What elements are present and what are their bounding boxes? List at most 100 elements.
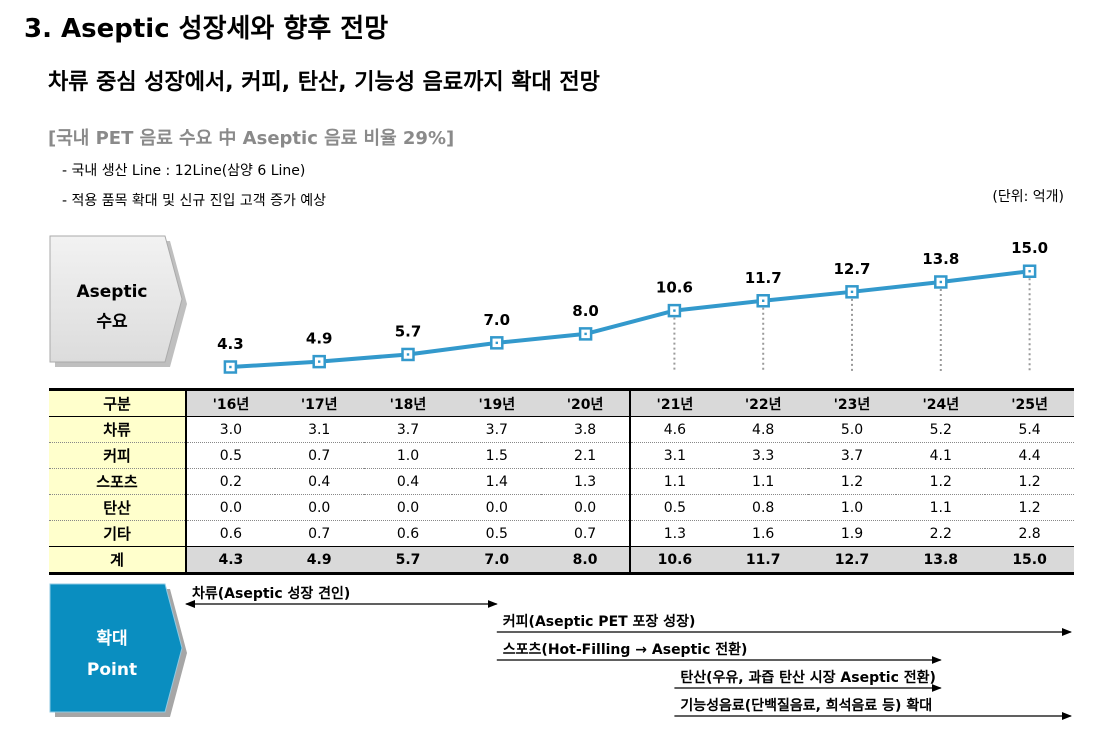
- table-cell: 5.2: [896, 416, 986, 443]
- note-expansion-forecast: - 적용 품목 확대 및 신규 진입 고객 증가 예상: [62, 193, 327, 209]
- table-cell: 3.7: [363, 416, 453, 443]
- table-cell: 4.9: [274, 546, 364, 575]
- demand-value-label: 4.9: [306, 330, 333, 348]
- table-cell: 4.6: [629, 416, 719, 443]
- row-label: 탄산: [49, 494, 187, 521]
- row-label: 스포츠: [49, 468, 187, 495]
- table-row: 커피 0.5 0.7 1.0 1.5 2.1 3.1 3.3 3.7 4.1 4.4: [49, 442, 1074, 469]
- row-label: 기타: [49, 520, 187, 547]
- expand-label-line1: 확대: [96, 629, 127, 649]
- expand-label-box: [49, 583, 183, 713]
- table-cell: 3.1: [274, 416, 364, 443]
- table-cell: 0.4: [274, 468, 364, 495]
- table-cell: 0.5: [186, 442, 275, 469]
- column-header: '16년: [186, 388, 275, 417]
- table-cell: 0.4: [363, 468, 453, 495]
- demand-point-dot: [229, 365, 232, 369]
- expansion-label: 기능성음료(단백질음료, 희석음료 등) 확대: [680, 697, 932, 714]
- demand-table: 구분 '16년 '17년 '18년 '19년 '20년 '21년 '22년 '23년 '24년 '2…: [49, 388, 1074, 575]
- expansion-label: 차류(Aseptic 성장 견인): [192, 585, 350, 602]
- table-cell: 0.0: [452, 494, 542, 521]
- unit-label: (단위: 억개): [992, 189, 1064, 205]
- table-cell: 2.8: [985, 520, 1074, 547]
- note-production-lines: - 국내 생산 Line : 12Line(삼양 6 Line): [62, 163, 306, 179]
- table-header-row: 구분 '16년 '17년 '18년 '19년 '20년 '21년 '22년 '23년 '24년 '2…: [49, 388, 1074, 417]
- table-cell: 0.7: [541, 520, 631, 547]
- aseptic-demand-chart: Aseptic 수요 4.3 4.9 5.7 7.0 8.0 10.6 11.7 12.7 13…: [49, 235, 1048, 374]
- table-cell: 0.0: [274, 494, 364, 521]
- table-cell: 3.1: [629, 442, 719, 469]
- table-cell: 1.6: [718, 520, 808, 547]
- demand-value-label: 13.8: [922, 250, 959, 268]
- demand-point-dot: [406, 353, 410, 356]
- column-header: '20년: [541, 388, 631, 417]
- demand-label-line2: 수요: [96, 312, 128, 332]
- table-cell: 0.0: [186, 494, 275, 521]
- table-row: 차류 3.0 3.1 3.7 3.7 3.8 4.6 4.8 5.0 5.2 5.4: [49, 416, 1074, 443]
- demand-value-label: 10.6: [656, 279, 693, 297]
- table-cell: 4.1: [896, 442, 986, 469]
- demand-value-label: 5.7: [395, 322, 422, 340]
- table-cell: 3.8: [541, 416, 631, 443]
- row-label: 차류: [49, 416, 187, 443]
- demand-value-label: 12.7: [833, 260, 870, 278]
- table-cell: 1.2: [896, 468, 986, 495]
- expand-label-line2: Point: [87, 660, 137, 680]
- table-cell: 4.8: [718, 416, 808, 443]
- table-cell: 0.6: [186, 520, 275, 547]
- table-cell: 1.9: [807, 520, 897, 547]
- demand-point-dot: [673, 309, 676, 312]
- column-header: '22년: [718, 388, 808, 417]
- table-cell: 1.4: [452, 468, 542, 495]
- demand-value-label: 7.0: [484, 311, 511, 329]
- page-title: 3. Aseptic 성장세와 향후 전망: [24, 14, 389, 44]
- table-cell: 3.7: [807, 442, 897, 469]
- table-cell: 15.0: [985, 546, 1074, 575]
- row-label: 구분: [49, 388, 187, 417]
- table-cell: 0.8: [718, 494, 808, 521]
- expansion-chart: 확대 Point 차류(Aseptic 성장 견인) 커피(Aseptic PET…: [49, 583, 1072, 720]
- table-cell: 2.1: [541, 442, 631, 469]
- column-header: '19년: [452, 388, 542, 417]
- demand-value-label: 15.0: [1011, 239, 1048, 257]
- table-cell: 1.0: [807, 494, 897, 521]
- expansion-label: 탄산(우유, 과즙 탄산 시장 Aseptic 전환): [680, 669, 936, 686]
- demand-point-dot: [1028, 270, 1031, 273]
- table-row: 탄산 0.0 0.0 0.0 0.0 0.0 0.5 0.8 1.0 1.1 1.2: [49, 494, 1074, 521]
- table-cell: 1.2: [985, 494, 1074, 521]
- column-header: '21년: [629, 388, 719, 417]
- table-cell: 13.8: [896, 546, 986, 575]
- column-header: '17년: [274, 388, 364, 417]
- table-cell: 4.4: [985, 442, 1074, 469]
- table-cell: 1.2: [985, 468, 1074, 495]
- column-header: '23년: [807, 388, 897, 417]
- table-cell: 5.7: [363, 546, 453, 575]
- table-cell: 10.6: [629, 546, 719, 575]
- demand-point-dot: [850, 290, 854, 294]
- table-cell: 0.2: [186, 468, 275, 495]
- table-cell: 2.2: [896, 520, 986, 547]
- demand-point-dot: [584, 332, 587, 336]
- table-cell: 3.3: [718, 442, 808, 469]
- table-cell: 1.3: [541, 468, 631, 495]
- page-subtitle: 차류 중심 성장에서, 커피, 탄산, 기능성 음료까지 확대 전망: [48, 70, 600, 95]
- table-row: 기타 0.6 0.7 0.6 0.5 0.7 1.3 1.6 1.9 2.2 2.8: [49, 520, 1074, 547]
- column-header: '18년: [363, 388, 453, 417]
- row-label: 계: [49, 546, 187, 575]
- table-cell: 5.4: [985, 416, 1074, 443]
- demand-point-dot: [495, 341, 498, 345]
- demand-series-line: [230, 269, 1030, 369]
- table-cell: 11.7: [718, 546, 808, 575]
- table-cell: 1.1: [896, 494, 986, 521]
- table-cell: 0.6: [363, 520, 453, 547]
- table-cell: 8.0: [541, 546, 631, 575]
- table-cell: 1.5: [452, 442, 542, 469]
- table-cell: 1.0: [363, 442, 453, 469]
- table-cell: 12.7: [807, 546, 897, 575]
- table-cell: 1.3: [629, 520, 719, 547]
- table-cell: 1.2: [807, 468, 897, 495]
- expansion-label: 커피(Aseptic PET 포장 성장): [503, 613, 696, 630]
- demand-label-box: [49, 235, 183, 363]
- demand-point-dot: [762, 299, 765, 302]
- demand-value-label: 11.7: [745, 269, 782, 287]
